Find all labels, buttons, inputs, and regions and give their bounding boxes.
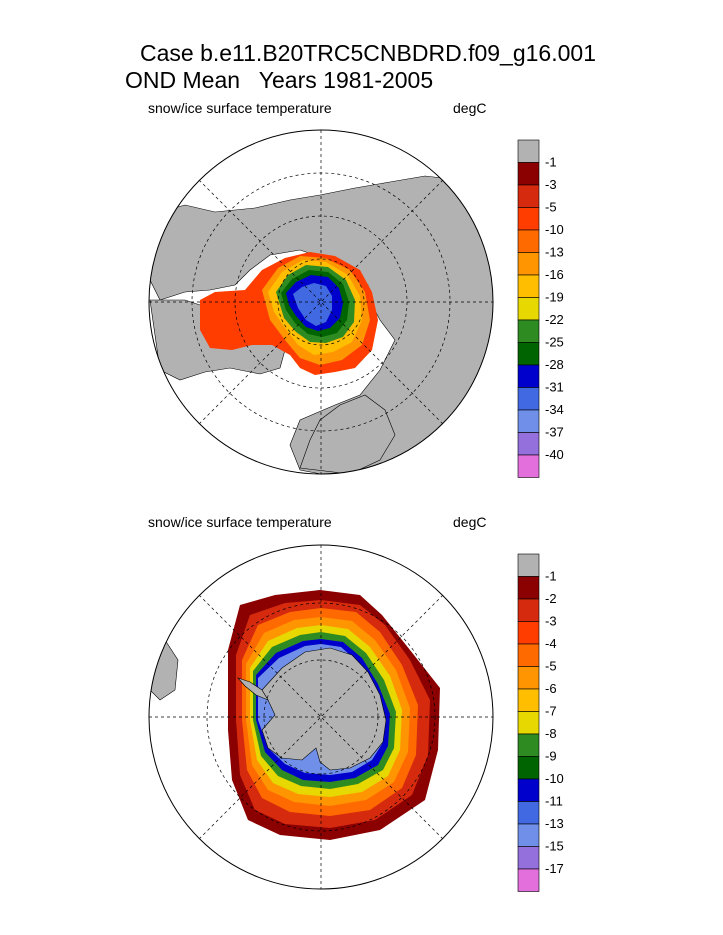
colorbar-tick-label: -22: [545, 312, 564, 327]
colorbar-swatch: [517, 454, 540, 478]
top-panel-units-label: degC: [453, 100, 487, 116]
colorbar-tick-label: -34: [545, 402, 564, 417]
colorbar-tick-label: -7: [545, 704, 557, 719]
colorbar-swatch: [517, 319, 540, 343]
colorbar-swatch: [517, 711, 540, 735]
south-land-peninsula: [237, 677, 269, 701]
colorbar-swatch: [517, 756, 540, 780]
colorbar-tick-label: -16: [545, 267, 564, 282]
colorbar-tick-label: -5: [545, 200, 557, 215]
colorbar-tick-label: -15: [545, 839, 564, 854]
south-polar-map: [148, 544, 494, 890]
colorbar-swatch: [517, 823, 540, 847]
bottom-panel-variable-label: snow/ice surface temperature: [148, 514, 332, 530]
colorbar-tick-label: -1: [545, 155, 557, 170]
colorbar-swatch: [517, 553, 540, 577]
north-land-europe: [299, 394, 396, 474]
colorbar-tick-label: -3: [545, 177, 557, 192]
colorbar-tick-label: -3: [545, 614, 557, 629]
colorbar-swatch: [517, 846, 540, 870]
colorbar-swatch: [517, 364, 540, 388]
colorbar-tick-label: -10: [545, 222, 564, 237]
colorbar-swatch: [517, 666, 540, 690]
colorbar-swatch: [517, 387, 540, 411]
colorbar-tick-label: -19: [545, 290, 564, 305]
plot-title-line2: OND Mean Years 1981-2005: [125, 67, 434, 93]
colorbar-swatch: [517, 576, 540, 600]
south-land-antarctica: [261, 647, 387, 771]
colorbar-swatch: [517, 621, 540, 645]
colorbar-tick-label: -1: [545, 569, 557, 584]
colorbar-swatch: [517, 432, 540, 456]
north-land-asia: [149, 175, 493, 474]
colorbar-swatch: [517, 409, 540, 433]
colorbar-swatch: [517, 252, 540, 276]
top-colorbar: -1 -3 -5 -10 -13 -16 -19 -22 -25 -28 -31 -34 -37 -40: [517, 139, 564, 478]
colorbar-tick-label: -10: [545, 771, 564, 786]
colorbar-tick-label: -4: [545, 636, 557, 651]
colorbar-swatch: [517, 598, 540, 622]
colorbar-tick-label: -28: [545, 357, 564, 372]
colorbar-swatch: [517, 868, 540, 892]
colorbar-swatch: [517, 297, 540, 321]
colorbar-tick-label: -40: [545, 447, 564, 462]
colorbar-tick-label: -25: [545, 335, 564, 350]
colorbar-swatch: [517, 643, 540, 667]
colorbar-swatch: [517, 733, 540, 757]
colorbar-swatch: [517, 229, 540, 253]
colorbar-tick-label: -6: [545, 681, 557, 696]
colorbar-swatch: [517, 778, 540, 802]
colorbar-swatch: [517, 162, 540, 186]
colorbar-tick-label: -13: [545, 816, 564, 831]
bottom-colorbar: -1 -2 -3 -4 -5 -6 -7 -8 -9 -10 -11 -13 -15 -17: [517, 553, 564, 892]
bottom-panel-units-label: degC: [453, 514, 487, 530]
colorbar-swatch: [517, 801, 540, 825]
colorbar-swatch: [517, 139, 540, 163]
colorbar-tick-label: -2: [545, 591, 557, 606]
colorbar-swatch: [517, 184, 540, 208]
top-panel-variable-label: snow/ice surface temperature: [148, 100, 332, 116]
plot-title-line1: Case b.e11.B20TRC5CNBDRD.f09_g16.001: [140, 40, 596, 66]
colorbar-tick-label: -31: [545, 380, 564, 395]
colorbar-swatch: [517, 342, 540, 366]
colorbar-tick-label: -9: [545, 749, 557, 764]
colorbar-tick-label: -17: [545, 861, 564, 876]
colorbar-tick-label: -11: [545, 794, 563, 809]
colorbar-swatch: [517, 688, 540, 712]
colorbar-swatch: [517, 207, 540, 231]
colorbar-tick-label: -8: [545, 726, 557, 741]
north-ice-band-royalblue: [293, 283, 332, 326]
colorbar-tick-label: -37: [545, 425, 564, 440]
north-polar-map: [148, 129, 494, 475]
colorbar-tick-label: -5: [545, 659, 557, 674]
colorbar-tick-label: -13: [545, 245, 564, 260]
colorbar-swatch: [517, 274, 540, 298]
